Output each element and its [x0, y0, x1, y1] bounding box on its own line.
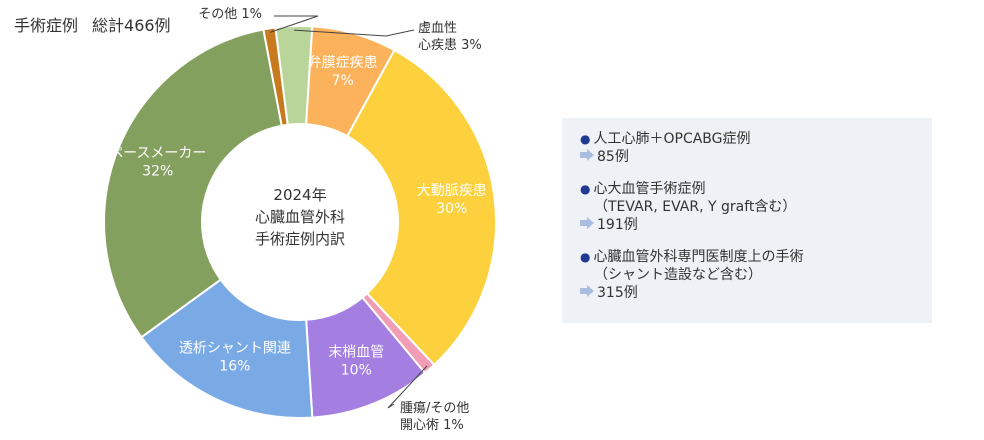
header-label: 手術症例: [14, 16, 79, 35]
stat-count: 85例: [597, 149, 629, 165]
slice-label-6-1: 16%: [219, 358, 250, 374]
bullet-icon: ●: [580, 250, 591, 264]
slice-label-4-1: 開心術 1%: [400, 418, 464, 433]
bullet-icon: ●: [580, 182, 591, 196]
bullet-icon: ●: [580, 132, 591, 146]
slice-label-7-1: 32%: [142, 164, 173, 180]
slice-label-1-0: 虚血性: [418, 21, 457, 36]
center-label-2: 手術症例内訳: [255, 230, 345, 248]
stat-title: 心臓血管外科専門医制度上の手術: [593, 249, 804, 265]
slice-label-5-0: 末梢血管: [328, 344, 384, 360]
slice-label-6-0: 透析シャント関連: [179, 340, 291, 356]
slice-label-3-1: 30%: [436, 201, 467, 217]
arrow-right-icon: [580, 216, 594, 234]
slice-label-1-1: 心疾患 3%: [418, 38, 482, 53]
slice-7: [103, 28, 283, 339]
slice-label-3-0: 大動脈疾患: [417, 183, 487, 199]
leader-line-1: [293, 29, 415, 37]
stat-title: 人工心肺＋OPCABG症例: [593, 131, 751, 147]
center-label-1: 心臓血管外科: [255, 208, 345, 226]
slice-label-0-0: その他 1%: [198, 7, 262, 22]
arrow-right-icon: [580, 284, 594, 302]
arrow-right-icon: [580, 148, 594, 166]
slice-label-7-0: ペースメーカー: [109, 146, 206, 162]
stat-count: 315例: [597, 285, 638, 301]
slice-6: [140, 278, 314, 419]
surgery-stats-panel: ● 人工心肺＋OPCABG症例 85例 ● 心大血管手術症例 （TEVAR, EVA…: [562, 118, 932, 323]
stat-item-specialist: ● 心臓血管外科専門医制度上の手術 （シャント造設など含む） 315例: [580, 248, 932, 302]
stat-count: 191例: [597, 217, 638, 233]
slice-label-2-1: 7%: [332, 73, 354, 89]
leader-line-4: [387, 365, 428, 409]
stat-note: （シャント造設など含む）: [594, 267, 762, 283]
stat-item-cardiovascular: ● 心大血管手術症例 （TEVAR, EVAR, Y graft含む） 191例: [580, 180, 932, 234]
stat-title: 心大血管手術症例: [593, 181, 706, 197]
slice-label-5-1: 10%: [341, 362, 372, 378]
chart-header: 手術症例 総計466例: [14, 12, 185, 36]
slice-3: [345, 48, 497, 367]
center-label-0: 2024年: [273, 186, 326, 204]
stat-note: （TEVAR, EVAR, Y graft含む）: [594, 199, 797, 215]
header-total: 総計466例: [92, 16, 171, 35]
slice-label-2-0: 弁膜症疾患: [308, 55, 378, 71]
stat-item-cpb-opcabg: ● 人工心肺＋OPCABG症例 85例: [580, 130, 932, 166]
leader-line-0: [269, 15, 319, 33]
slice-label-4-0: 腫瘍/その他: [400, 400, 469, 416]
